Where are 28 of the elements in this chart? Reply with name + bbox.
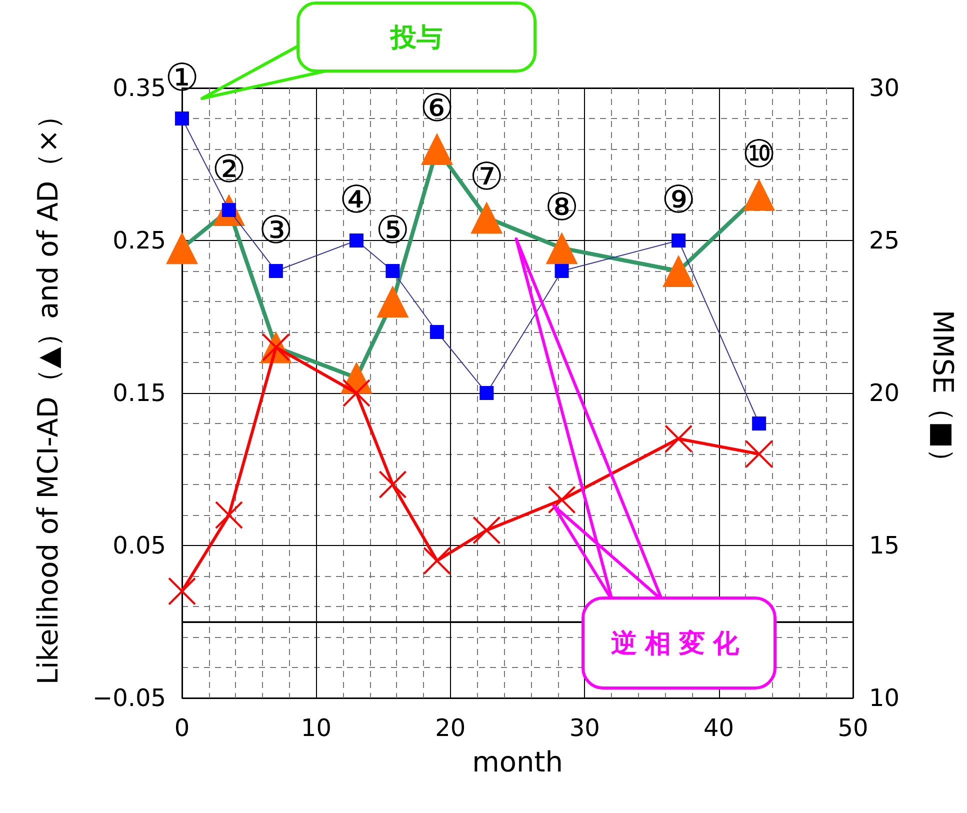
x-tick-label: 50	[838, 714, 868, 742]
y-tick-label: 0.35	[112, 74, 166, 102]
annotation: 逆相変化	[611, 629, 747, 659]
y-axis-title: Likelihood of MCI-AD（▲）and of AD（×）	[32, 101, 64, 685]
x-tick-label: 10	[300, 714, 332, 742]
x-tick-label: 20	[435, 714, 466, 742]
annotation: ④	[339, 178, 374, 222]
y-tick-label: 0.05	[112, 532, 166, 560]
annotation: ②	[212, 147, 246, 191]
y2-tick-label: 20	[869, 379, 900, 407]
x-axis-title: month	[472, 746, 563, 778]
y2-tick-label: 15	[869, 532, 900, 560]
y2-tick-label: 10	[869, 684, 900, 712]
x-tick-label: 30	[569, 714, 600, 742]
annotation: ⑧	[544, 185, 579, 230]
y-tick-label: 0.15	[112, 379, 166, 407]
text: 投与	[390, 23, 442, 53]
x-tick-label: 40	[704, 714, 734, 742]
y2-tick-label: 25	[869, 226, 900, 254]
annotation: ⑩	[742, 132, 776, 176]
y-tick-label: −0.05	[92, 684, 166, 712]
y-tick-label: 0.25	[112, 226, 166, 254]
annotation: ①	[164, 56, 200, 100]
annotation: ⑨	[662, 178, 696, 222]
annotation: ⑦	[470, 154, 504, 199]
x-tick-label: 0	[174, 714, 190, 742]
y2-tick-label: 30	[869, 74, 900, 102]
y2-axis-title: MMSE（■）	[926, 310, 960, 476]
